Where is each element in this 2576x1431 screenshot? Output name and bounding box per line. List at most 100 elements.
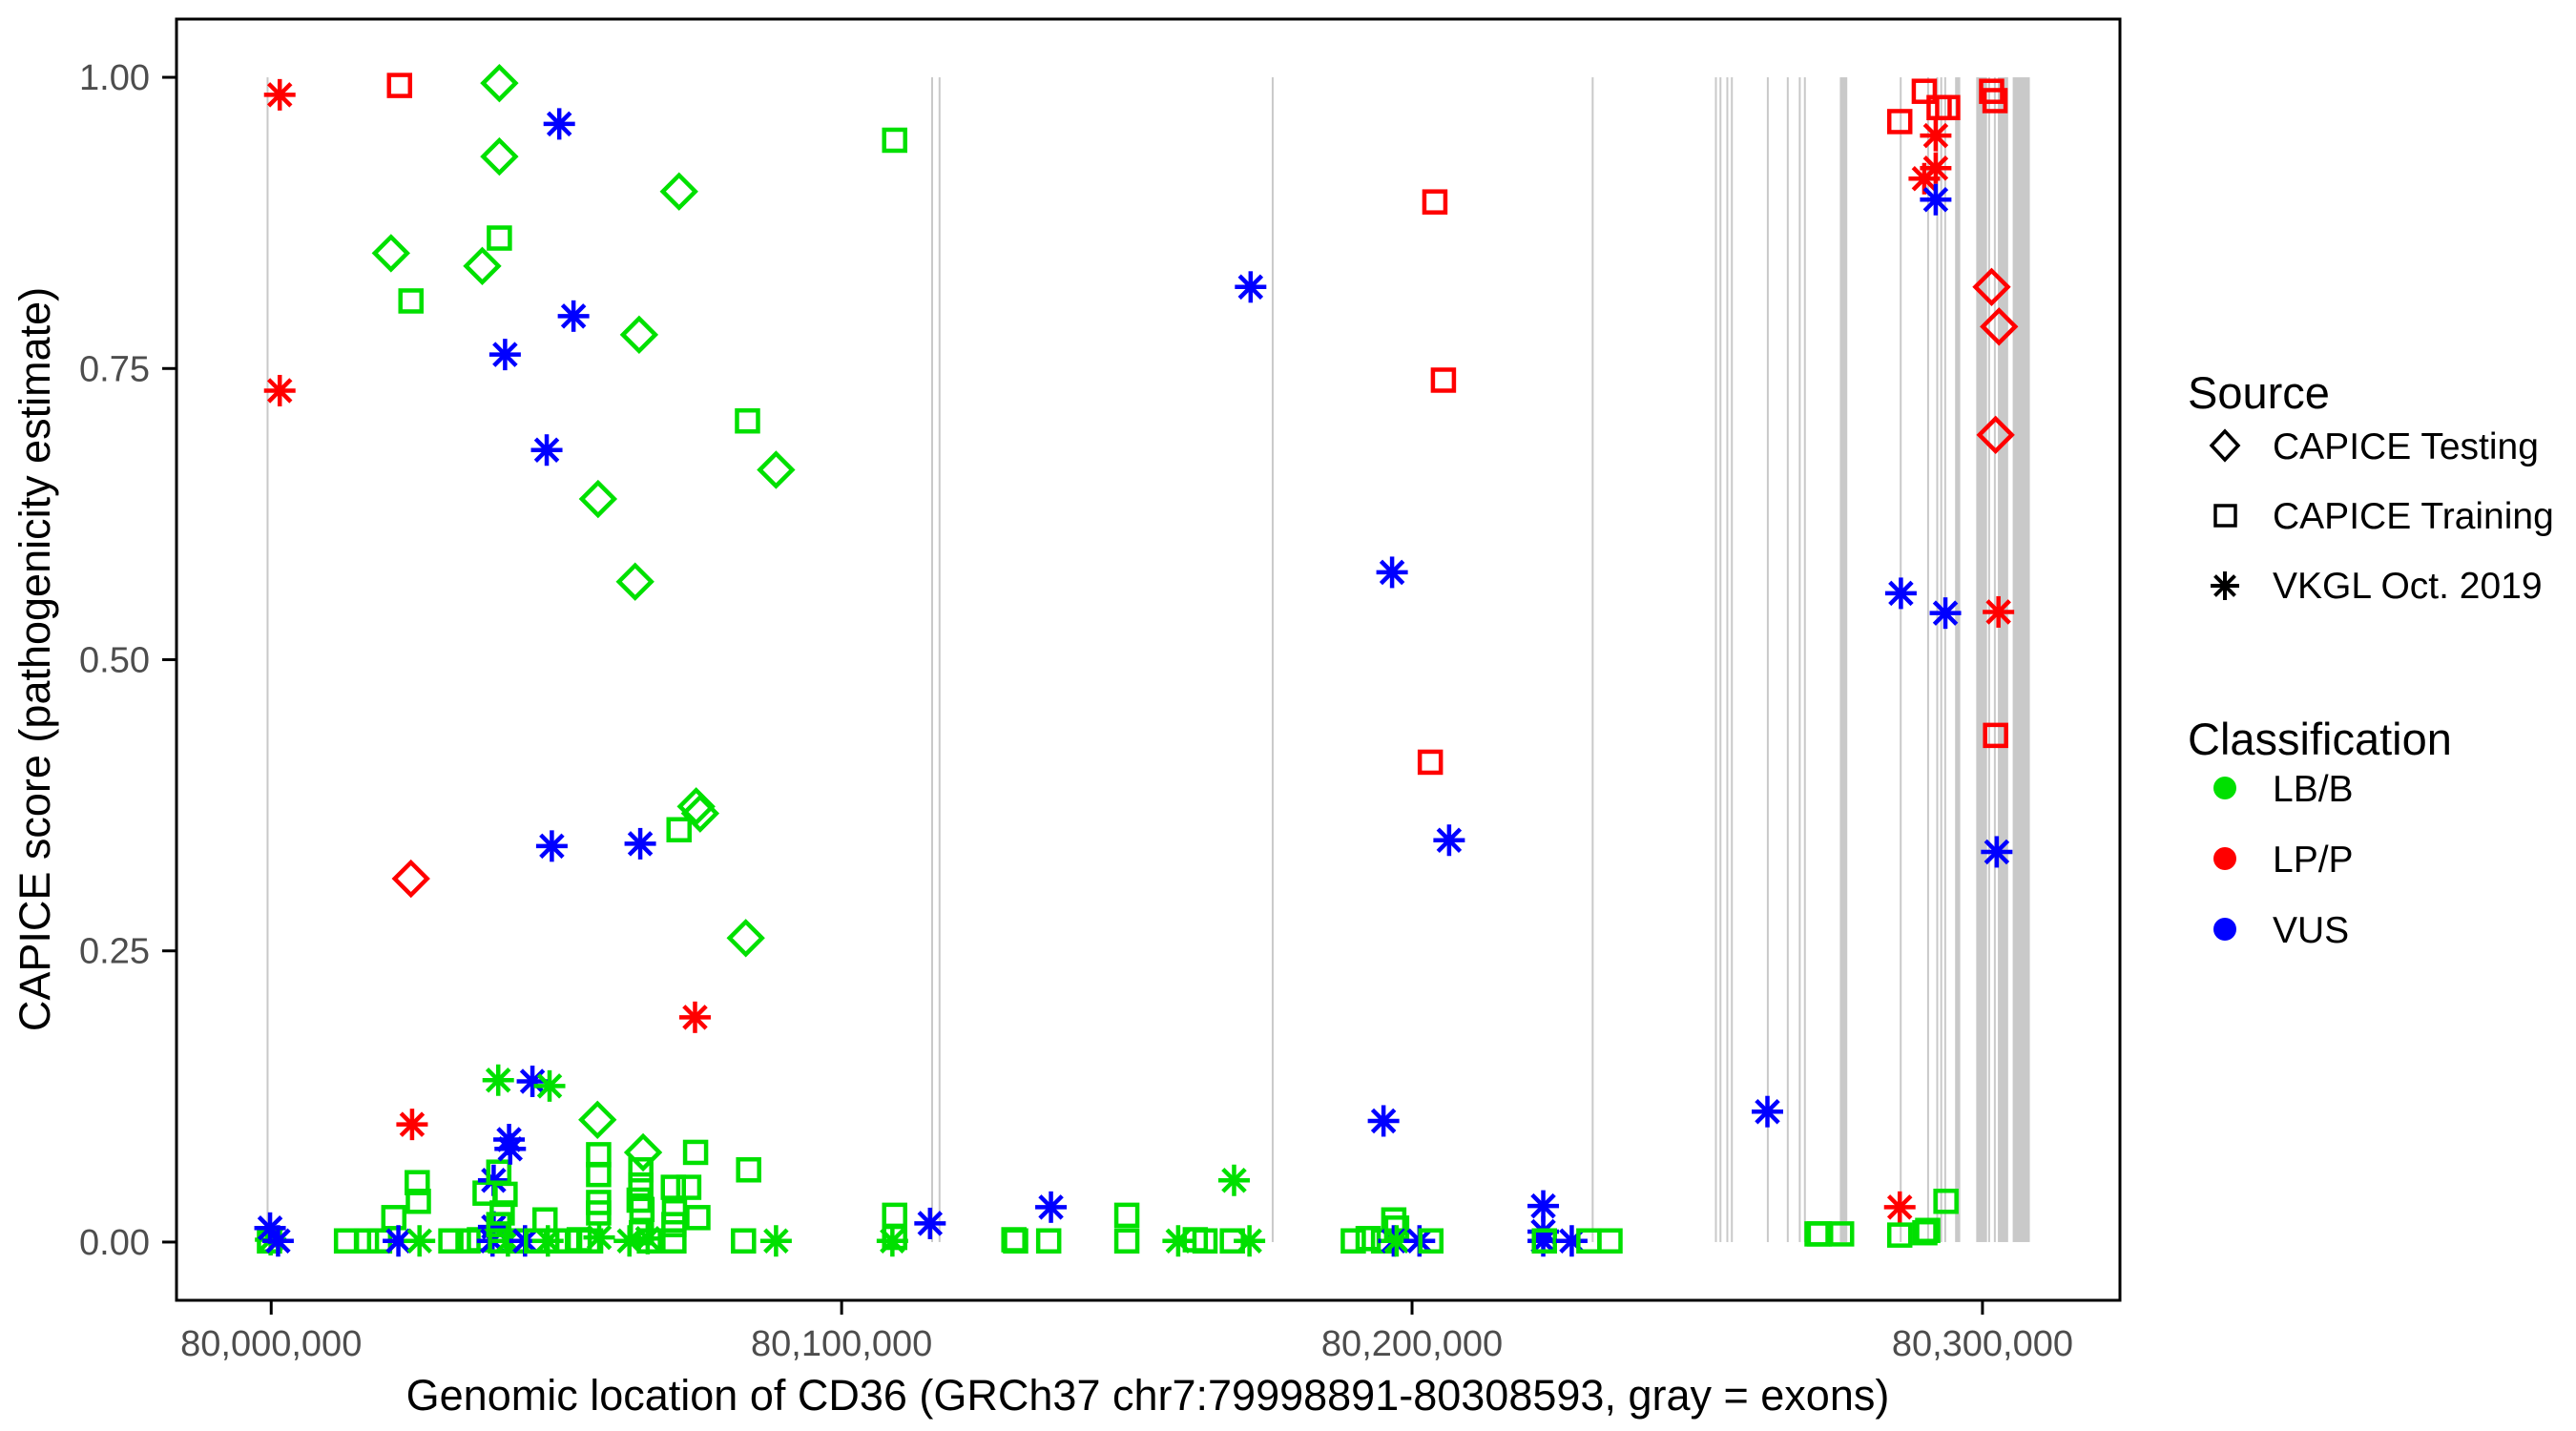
data-point bbox=[353, 1228, 380, 1254]
data-point bbox=[659, 172, 698, 211]
exon-band bbox=[1998, 77, 2008, 1242]
data-point bbox=[263, 78, 296, 111]
data-point bbox=[1883, 1191, 1916, 1223]
exon-band bbox=[1803, 77, 1806, 1242]
exon-band bbox=[1714, 77, 1717, 1242]
asterisk-stroke bbox=[1984, 839, 2010, 865]
asterisk-stroke bbox=[265, 1228, 291, 1254]
data-point bbox=[615, 562, 654, 601]
data-point bbox=[628, 1157, 654, 1183]
exon-band bbox=[1719, 77, 1722, 1242]
data-point bbox=[1911, 78, 1938, 104]
exon-band bbox=[1726, 77, 1729, 1242]
asterisk-stroke bbox=[399, 1111, 426, 1137]
data-point bbox=[405, 1170, 430, 1195]
vus-dot-icon bbox=[2213, 918, 2236, 941]
y-axis-ticks: 0.00 0.25 0.50 0.75 1.00 bbox=[79, 58, 177, 1263]
data-point bbox=[1886, 109, 1913, 135]
data-point bbox=[731, 1228, 757, 1254]
asterisk-stroke bbox=[536, 1073, 563, 1099]
asterisk-stroke bbox=[917, 1211, 944, 1236]
data-point bbox=[882, 1202, 907, 1229]
data-point bbox=[1340, 1228, 1366, 1254]
asterisk-stroke bbox=[1379, 559, 1405, 586]
asterisk-stroke bbox=[406, 1228, 432, 1254]
diamond-icon bbox=[2209, 428, 2241, 463]
data-point bbox=[661, 1198, 688, 1225]
data-point bbox=[735, 407, 760, 434]
x-tick-label: 80,300,000 bbox=[1892, 1324, 2073, 1364]
data-point bbox=[678, 1001, 711, 1033]
legend-classification-title: Classification bbox=[2188, 714, 2452, 764]
exon-band bbox=[938, 77, 941, 1242]
data-point bbox=[1234, 1225, 1266, 1257]
asterisk-stroke bbox=[627, 831, 654, 857]
asterisk-stroke bbox=[1888, 580, 1914, 607]
asterisk-stroke bbox=[1886, 1194, 1913, 1220]
asterisk-icon bbox=[2211, 571, 2239, 600]
data-point bbox=[1430, 367, 1457, 393]
data-point bbox=[543, 108, 575, 140]
data-point bbox=[682, 1139, 709, 1166]
data-point bbox=[1983, 722, 2008, 749]
data-point bbox=[533, 1069, 566, 1102]
data-point bbox=[1980, 307, 2019, 346]
legend-source-item-label: CAPICE Training bbox=[2273, 496, 2554, 537]
y-tick-label: 0.50 bbox=[79, 641, 150, 681]
data-point bbox=[396, 1109, 428, 1141]
asterisk-stroke bbox=[257, 1215, 283, 1241]
data-point bbox=[660, 1174, 687, 1200]
data-point bbox=[1884, 577, 1917, 610]
data-point bbox=[1915, 1217, 1941, 1243]
data-point bbox=[1920, 183, 1952, 216]
data-point bbox=[629, 1196, 655, 1223]
exon-band bbox=[1271, 77, 1274, 1242]
legend-source-item-label: CAPICE Testing bbox=[2273, 426, 2539, 467]
data-point bbox=[578, 479, 618, 519]
data-point bbox=[1886, 1222, 1913, 1248]
data-point bbox=[489, 1200, 515, 1226]
data-point bbox=[1417, 749, 1444, 776]
data-point bbox=[624, 827, 656, 860]
data-point bbox=[487, 225, 512, 251]
data-point bbox=[1003, 1228, 1028, 1254]
data-point bbox=[1933, 1188, 1959, 1214]
data-point bbox=[1355, 1226, 1381, 1252]
legend-classification-item-label: LB/B bbox=[2273, 769, 2354, 810]
data-point bbox=[759, 1225, 792, 1257]
square-icon bbox=[2213, 504, 2237, 528]
data-point bbox=[1235, 271, 1267, 303]
asterisk-stroke bbox=[682, 1005, 708, 1030]
lbb-dot-icon bbox=[2213, 777, 2236, 799]
asterisk-stroke bbox=[1236, 1228, 1262, 1254]
asterisk-stroke bbox=[1221, 1167, 1247, 1193]
asterisk-stroke bbox=[266, 82, 293, 108]
asterisk-stroke bbox=[533, 437, 560, 463]
data-point bbox=[1418, 1228, 1444, 1254]
x-tick-label: 80,100,000 bbox=[751, 1324, 932, 1364]
exon-band bbox=[1766, 77, 1769, 1242]
data-point bbox=[405, 1188, 431, 1214]
asterisk-stroke bbox=[1237, 274, 1264, 301]
asterisk-stroke bbox=[539, 833, 565, 860]
x-tick-label: 80,200,000 bbox=[1321, 1324, 1503, 1364]
data-point bbox=[736, 1157, 761, 1183]
legend-classification-item-label: VUS bbox=[2273, 910, 2349, 951]
exon-band bbox=[931, 77, 934, 1242]
data-point bbox=[1113, 1202, 1140, 1229]
data-point bbox=[1035, 1228, 1062, 1254]
exon-band bbox=[1976, 77, 1987, 1242]
asterisk-stroke bbox=[1436, 827, 1463, 853]
data-point bbox=[438, 1228, 464, 1254]
data-point bbox=[391, 859, 430, 899]
data-point bbox=[882, 127, 907, 154]
data-point bbox=[488, 339, 521, 371]
exon-band bbox=[1786, 77, 1789, 1242]
asterisk-stroke bbox=[266, 378, 293, 404]
exon-band bbox=[1926, 77, 1929, 1242]
data-point bbox=[1422, 189, 1448, 215]
data-point bbox=[398, 288, 424, 314]
data-point bbox=[1433, 824, 1465, 857]
legend-source-title: Source bbox=[2188, 367, 2330, 418]
